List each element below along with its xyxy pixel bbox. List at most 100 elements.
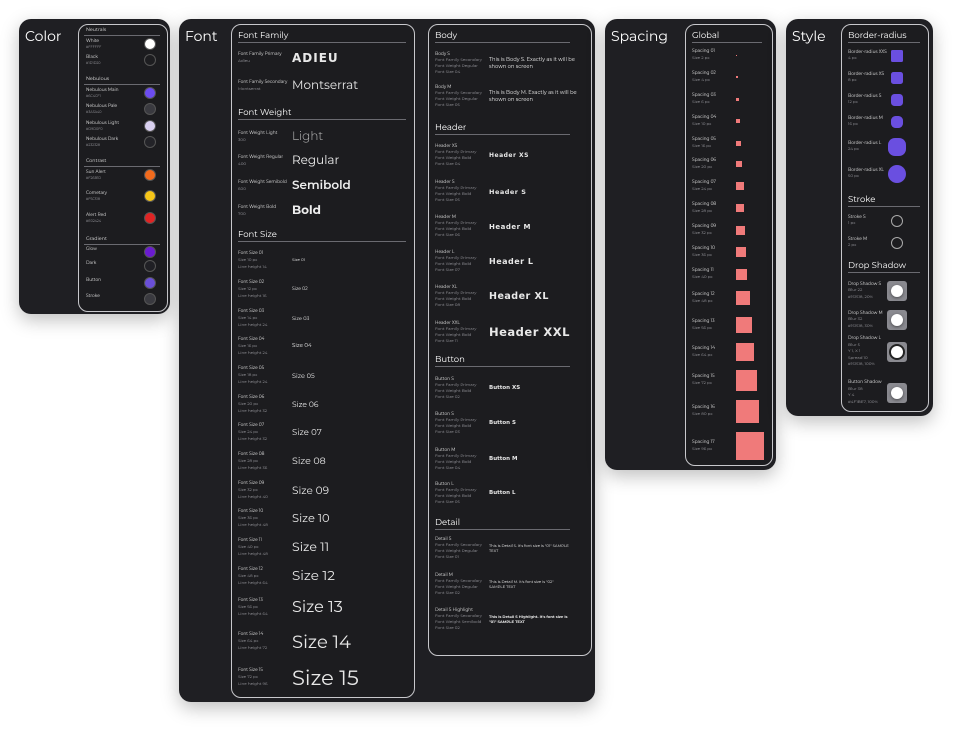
spacing-square xyxy=(736,225,745,235)
label-line: Border-radius L xyxy=(848,140,882,146)
label-line: Size 96 px xyxy=(692,446,713,452)
label-line: 400 xyxy=(238,161,247,167)
label-line: Font Weight Bold xyxy=(435,494,472,499)
label-line: Button Shadow xyxy=(848,380,882,386)
color-code: #D9D0F0 xyxy=(86,126,103,131)
divider xyxy=(435,134,570,135)
color-swatch xyxy=(144,120,156,132)
stroke-swatch xyxy=(891,237,903,249)
divider xyxy=(84,35,160,36)
color-name: Nebulous Light xyxy=(86,121,120,126)
color-name: Button xyxy=(86,278,102,283)
panel-title: Spacing xyxy=(611,27,668,45)
label-line: Y 1, X 1 xyxy=(848,349,861,354)
divider xyxy=(84,166,160,167)
type-sample: Size 14 xyxy=(292,631,351,653)
type-sample: Size 15 xyxy=(292,665,359,691)
label-line: Line height 24 xyxy=(238,323,268,328)
label-line: Font Weight Bold xyxy=(435,262,472,267)
label-line: Size 36 px xyxy=(692,252,712,258)
label-line: Button M xyxy=(435,448,456,453)
color-name: Stroke xyxy=(86,294,100,299)
type-sample: Size 03 xyxy=(292,315,310,322)
label-line: Line height 96 xyxy=(238,682,268,687)
type-sample: Size 08 xyxy=(292,456,326,468)
label-line: Size 72 px xyxy=(692,380,712,386)
label-line: Size 12 px xyxy=(238,287,257,292)
label-line: Border-radius XXS xyxy=(848,49,887,55)
label-line: #151518, 100% xyxy=(848,362,875,367)
label-line: Font Family Primary xyxy=(435,150,477,155)
color-code: #1D1D20 xyxy=(86,60,101,65)
label-line: Size 56 px xyxy=(238,605,258,610)
color-swatch xyxy=(144,103,156,115)
label-line: Line height 64 xyxy=(238,581,268,586)
label-line: Spacing 12 xyxy=(692,291,715,297)
label-line: Font Weight Bold xyxy=(238,204,277,210)
divider xyxy=(848,206,920,207)
type-sample: Size 05 xyxy=(292,371,315,380)
label-line: Font Weight Regular xyxy=(435,64,478,69)
label-line: Button L xyxy=(435,482,454,487)
label-line: Header XS xyxy=(435,144,458,149)
label-line: Spacing 14 xyxy=(692,345,715,351)
spacing-card xyxy=(685,24,773,466)
label-line: Font Size 03 xyxy=(435,430,460,435)
label-line: Font Weight Bold xyxy=(435,389,472,394)
label-line: Header L xyxy=(435,250,455,255)
color-swatch xyxy=(144,38,156,50)
label-line: Spacing 02 xyxy=(692,70,716,76)
label-line: Font Size 09 xyxy=(238,481,265,486)
color-swatch xyxy=(144,277,156,289)
section-heading: Button xyxy=(435,355,465,365)
type-sample: Light xyxy=(292,129,324,144)
label-line: Spacing 13 xyxy=(692,318,715,324)
label-line: Font Size 08 xyxy=(435,303,461,308)
label-line: Font Size 04 xyxy=(435,162,461,167)
label-line: Size 72 px xyxy=(238,675,258,680)
divider xyxy=(84,84,160,85)
color-swatch xyxy=(144,246,156,258)
divider xyxy=(84,244,160,245)
label-line: Spacing 09 xyxy=(692,223,717,229)
spacing-square xyxy=(736,204,744,212)
label-line: Size 16 px xyxy=(692,143,712,149)
label-line: 2 px xyxy=(848,243,857,249)
type-sample: Semibold xyxy=(292,178,351,193)
type-sample: Button S xyxy=(489,420,516,427)
spacing-square xyxy=(736,182,744,190)
color-swatch xyxy=(144,212,156,224)
type-sample: Button XS xyxy=(489,385,521,392)
label-line: Font Weight Bold xyxy=(435,424,472,429)
color-code: #232328 xyxy=(86,142,101,147)
label-line: Line height 24 xyxy=(238,380,268,385)
label-line: Line height 14 xyxy=(238,265,267,270)
label-line: Blur 32 xyxy=(848,317,863,322)
label-line: Font Weight Regular xyxy=(238,154,284,160)
label-line: Size 48 px xyxy=(692,298,713,304)
label-line: Line height 40 xyxy=(238,495,268,500)
label-line: Font Weight Bold xyxy=(435,297,472,302)
type-sample: Button L xyxy=(489,490,516,497)
spacing-square xyxy=(736,268,747,280)
label-line: Font Size 05 xyxy=(435,103,460,108)
label-line: Font Family Primary xyxy=(435,454,477,459)
label-line: Spacing 15 xyxy=(692,373,715,379)
label-line: Font Weight Semibold xyxy=(435,620,482,625)
label-line: Button S xyxy=(435,412,454,417)
type-sample: Header XXL xyxy=(489,325,570,340)
stroke-swatch xyxy=(891,215,903,227)
label-line: Detail S Highlight xyxy=(435,608,473,613)
type-sample: This is Detail S. It's font size is "01"… xyxy=(489,543,569,553)
label-line: Border-radius M xyxy=(848,115,883,121)
type-sample: Bold xyxy=(292,203,321,218)
label-line: 50 px xyxy=(848,174,859,180)
label-line: Size 48 px xyxy=(238,574,259,579)
color-code: #E02424 xyxy=(86,218,101,223)
color-swatch xyxy=(144,190,156,202)
label-line: Line height 48 xyxy=(238,523,268,528)
label-line: Size 6 px xyxy=(692,99,710,105)
spacing-square xyxy=(736,97,739,101)
label-line: Line height 32 xyxy=(238,437,268,442)
label-line: #151518, 20% xyxy=(848,294,873,300)
